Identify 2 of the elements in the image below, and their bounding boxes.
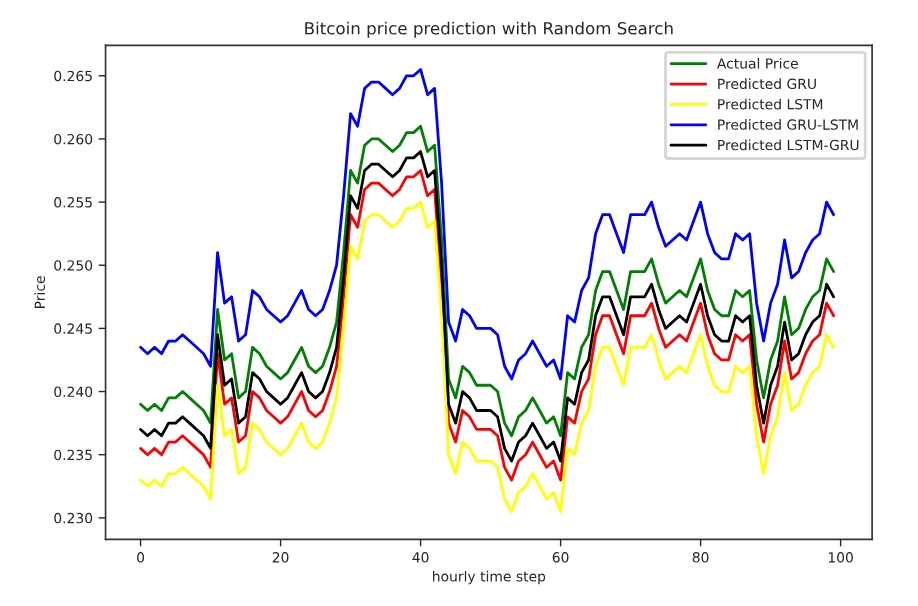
- chart-title: Bitcoin price prediction with Random Search: [305, 21, 673, 38]
- line-series: [139, 200, 835, 513]
